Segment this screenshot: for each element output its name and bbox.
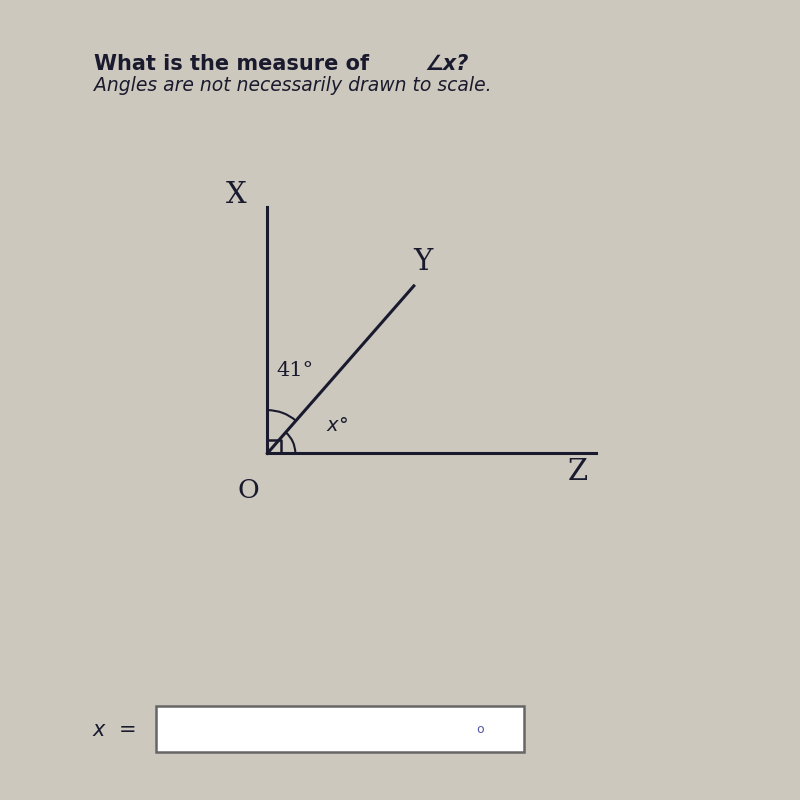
Text: o: o [476, 723, 484, 736]
Text: ∠x?: ∠x? [424, 54, 468, 74]
Text: Z: Z [567, 458, 587, 486]
Text: Angles are not necessarily drawn to scale.: Angles are not necessarily drawn to scal… [94, 76, 492, 95]
Text: Y: Y [413, 248, 432, 276]
Text: $x$°: $x$° [326, 416, 348, 435]
Text: $x$  =: $x$ = [92, 720, 135, 739]
Text: What is the measure of: What is the measure of [94, 54, 377, 74]
Text: 41°: 41° [277, 361, 314, 380]
Text: O: O [238, 478, 260, 502]
Text: X: X [226, 181, 246, 209]
